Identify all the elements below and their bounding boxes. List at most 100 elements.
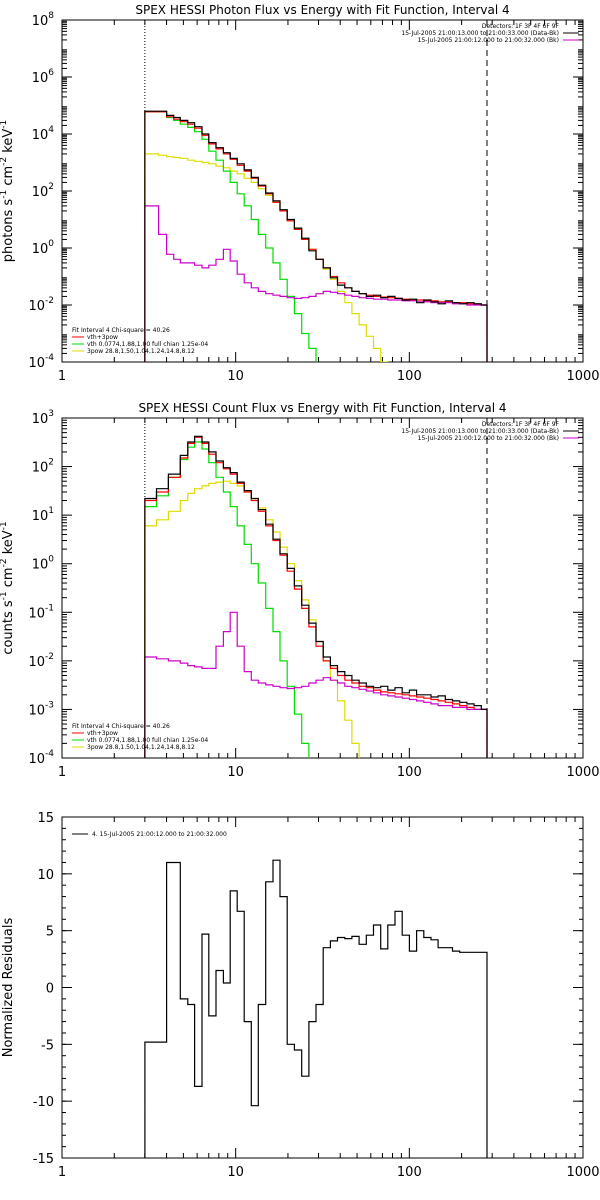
y-tick-base: 10 bbox=[32, 461, 49, 476]
photon-flux-panel: SPEX HESSI Photon Flux vs Energy with Fi… bbox=[0, 3, 600, 384]
x-tick-label: 1 bbox=[58, 369, 66, 384]
legend-right-entry: 15-Jul-2005 21:00:13.000 to 21:00:33.000… bbox=[401, 428, 559, 435]
x-tick-label: 1000 bbox=[566, 1165, 599, 1180]
y-tick-exponent: -4 bbox=[45, 353, 54, 363]
y-tick-label: 10-1 bbox=[28, 603, 54, 621]
y-tick-exponent: -4 bbox=[45, 749, 54, 759]
y-tick-base: 10 bbox=[28, 356, 45, 371]
legend-left-entry: vth 0.0774,1.88,1.00 full chian 1.25e-04 bbox=[87, 737, 208, 744]
plot-area bbox=[144, 418, 488, 758]
series-background bbox=[144, 611, 488, 758]
y-tick-exponent: -3 bbox=[45, 700, 54, 710]
y-tick-base: 10 bbox=[32, 509, 49, 524]
chart-title: SPEX HESSI Count Flux vs Energy with Fit… bbox=[138, 401, 506, 415]
y-tick-exponent: -2 bbox=[45, 652, 54, 662]
series-data bbox=[144, 110, 488, 362]
y-tick-label: -10 bbox=[33, 1095, 54, 1110]
y-tick-exponent: 1 bbox=[48, 506, 54, 516]
series-vth bbox=[144, 441, 310, 758]
y-tick-exponent: -1 bbox=[45, 603, 54, 613]
y-tick-base: 10 bbox=[28, 606, 45, 621]
y-tick-label: -5 bbox=[41, 1038, 54, 1053]
y-label-exponent: -1 bbox=[0, 190, 9, 199]
y-tick-label: 15 bbox=[37, 811, 54, 826]
y-tick-label: 106 bbox=[32, 68, 55, 86]
y-tick-label: 102 bbox=[32, 182, 54, 200]
legend-right-entry: Detectors: 1F 3F 4F 6F 9F bbox=[482, 421, 560, 428]
plot-area bbox=[144, 859, 488, 1158]
y-tick-base: 10 bbox=[28, 655, 45, 670]
x-tick-label: 100 bbox=[397, 765, 422, 780]
series-3pow bbox=[144, 153, 389, 362]
y-tick-label: 10-2 bbox=[28, 652, 54, 670]
x-tick-label: 100 bbox=[397, 369, 422, 384]
y-tick-base: 10 bbox=[28, 752, 45, 767]
residuals-panel: 1 10 100 1000 -15 -10 -5 0 5 10 15 Normalized Resid… bbox=[1, 811, 600, 1180]
y-tick-base: 10 bbox=[32, 128, 49, 143]
y-label-unit: keV bbox=[1, 530, 16, 558]
y-tick-label: -15 bbox=[33, 1152, 54, 1167]
y-tick-exponent: 2 bbox=[48, 182, 54, 192]
x-tick-label: 1000 bbox=[566, 765, 599, 780]
y-tick-label: 100 bbox=[32, 239, 55, 257]
y-label-exponent: -1 bbox=[0, 120, 9, 129]
legend-left-entry: 3pow 28.8,1.50,1.04,1.24,14.8,8.12 bbox=[87, 348, 195, 355]
legend-left-entry: vth+3pow bbox=[87, 334, 118, 341]
plot-area bbox=[144, 20, 488, 362]
y-tick-exponent: 3 bbox=[48, 409, 54, 419]
x-tick-label: 1 bbox=[58, 765, 66, 780]
series-vth bbox=[144, 111, 317, 362]
y-tick-label: 104 bbox=[32, 125, 55, 143]
y-tick-base: 10 bbox=[32, 71, 49, 86]
y-tick-label: 10 bbox=[37, 868, 54, 883]
series-vth-3pow bbox=[144, 436, 488, 758]
legend-left-header: Fit Interval 4 Chi-square = 40.26 bbox=[72, 327, 170, 334]
y-tick-label: 0 bbox=[46, 982, 54, 997]
legend-right-entry: 15-Jul-2005 21:00:12.000 to 21:00:32.000… bbox=[418, 435, 559, 442]
y-axis-label: Normalized Residuals bbox=[1, 918, 16, 1058]
y-tick-exponent: 0 bbox=[48, 555, 54, 565]
y-tick-base: 10 bbox=[28, 299, 45, 314]
y-tick-base: 10 bbox=[28, 703, 45, 718]
y-label-exponent: -2 bbox=[0, 157, 9, 166]
series-residuals bbox=[144, 859, 488, 1158]
y-tick-base: 10 bbox=[32, 412, 49, 427]
y-tick-label: 10-4 bbox=[28, 749, 54, 767]
y-tick-label: 100 bbox=[32, 555, 55, 573]
y-label-exponent: -2 bbox=[0, 558, 9, 567]
y-axis-label: photons s-1 cm-2 keV-1 bbox=[0, 120, 16, 262]
chart-title: SPEX HESSI Photon Flux vs Energy with Fi… bbox=[135, 3, 509, 17]
y-label-unit: cm bbox=[1, 567, 16, 591]
y-tick-label: 102 bbox=[32, 458, 54, 476]
y-label-unit: keV bbox=[1, 129, 16, 157]
plot-frame bbox=[61, 417, 584, 759]
legend-entry: 4. 15-Jul-2005 21:00:12.000 to 21:00:32.… bbox=[92, 831, 227, 838]
x-tick-label: 100 bbox=[397, 1165, 422, 1180]
y-tick-label: 10-2 bbox=[28, 296, 54, 314]
y-tick-exponent: 4 bbox=[48, 125, 54, 135]
legend-left-entry: vth+3pow bbox=[87, 730, 118, 737]
x-tick-label: 1 bbox=[58, 1165, 66, 1180]
y-label-unit: counts s bbox=[1, 600, 16, 655]
y-axis-label: counts s-1 cm-2 keV-1 bbox=[0, 521, 16, 654]
legend-right-entry: 15-Jul-2005 21:00:12.000 to 21:00:32.000… bbox=[418, 37, 559, 44]
y-tick-exponent: -2 bbox=[45, 296, 54, 306]
y-tick-label: 103 bbox=[32, 409, 54, 427]
y-label-unit: cm bbox=[1, 166, 16, 190]
series-3pow bbox=[144, 480, 360, 758]
y-label-unit: photons s bbox=[1, 199, 16, 263]
y-tick-label: 10-4 bbox=[28, 353, 54, 371]
plot-frame bbox=[61, 19, 584, 363]
y-tick-label: 5 bbox=[46, 925, 54, 940]
y-tick-exponent: 2 bbox=[48, 458, 54, 468]
y-label-exponent: -1 bbox=[0, 591, 9, 600]
legend-right-entry: Detectors: 1F 3F 4F 6F 9F bbox=[482, 23, 560, 30]
legend-left-entry: 3pow 28.8,1.50,1.04,1.24,14.8,8.12 bbox=[87, 744, 195, 751]
count-flux-panel: SPEX HESSI Count Flux vs Energy with Fit… bbox=[0, 401, 600, 780]
y-tick-base: 10 bbox=[32, 242, 49, 257]
y-tick-exponent: 8 bbox=[48, 11, 54, 21]
series-vth-3pow bbox=[144, 111, 488, 362]
y-tick-label: 10-3 bbox=[28, 700, 54, 718]
y-tick-label: 108 bbox=[32, 11, 55, 29]
